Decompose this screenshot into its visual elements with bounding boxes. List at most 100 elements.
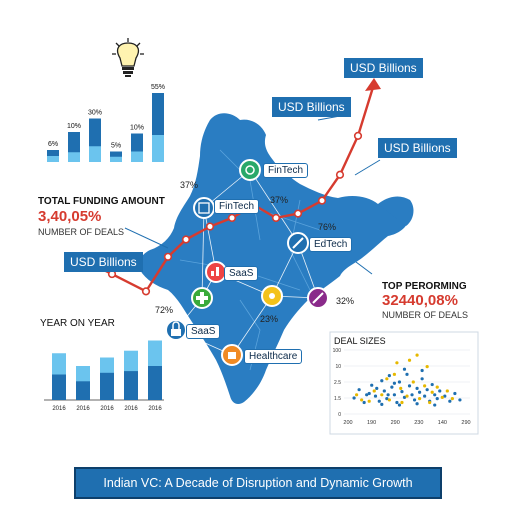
scatter-point (372, 389, 376, 393)
scatter-x-tick: 200 (343, 420, 352, 426)
scatter-x-tick: 190 (367, 420, 376, 426)
top-performing-value: 32440,08% (382, 292, 458, 309)
scatter-point (367, 399, 371, 403)
sector-label-fintech-mid: FinTech (214, 199, 260, 214)
wrench-icon (287, 232, 309, 254)
scatter-point (430, 390, 434, 394)
atom-icon (261, 285, 283, 307)
bar-yoy-dark (76, 381, 90, 400)
bar-top-light (131, 151, 143, 162)
scatter-frame (329, 331, 479, 435)
trend-point (227, 213, 237, 223)
scatter-point (435, 385, 439, 389)
sector-label-healthcare: Healthcare (244, 349, 303, 364)
trend-arrowhead (365, 78, 381, 91)
chart-yoy-title: YEAR ON YEAR (40, 318, 115, 329)
bar-top-light (68, 152, 80, 162)
scatter-point (382, 389, 386, 393)
scatter-point (402, 395, 407, 399)
bar-yoy-dark (52, 374, 66, 400)
bar-yoy-dark (148, 366, 162, 400)
trend-point (205, 222, 215, 231)
scatter-point (418, 390, 422, 394)
scatter-point (415, 402, 419, 406)
sector-label-saas-b: SaaS (186, 324, 221, 339)
chart-icon (205, 261, 227, 283)
scatter-point (392, 393, 396, 397)
scatter-point (355, 393, 359, 397)
scatter-point (352, 396, 356, 400)
pct-32: 32% (336, 296, 355, 306)
total-funding-title: TOTAL FUNDING AMOUNT (38, 196, 165, 207)
bar-top-value-label: 55% (151, 84, 165, 91)
trend-point (271, 213, 281, 223)
chart-top-bars: 6% 10% 30% 5% 10% 55% (47, 84, 165, 162)
sector-label-saas-a: SaaS (224, 266, 259, 281)
scatter-point (420, 377, 424, 381)
pct-37-left: 37% (180, 180, 199, 190)
scatter-point (405, 394, 409, 398)
scatter-y-tick: 1.5 (334, 396, 341, 402)
finance-icon (193, 197, 215, 219)
scatter-point (445, 389, 449, 393)
scatter-x-tick: 140 (438, 420, 447, 426)
scatter-point (458, 398, 462, 402)
scatter-point (386, 393, 390, 397)
scatter-point (395, 400, 399, 405)
link-icon (307, 287, 329, 309)
bar-yoy-dark (124, 371, 138, 400)
northeast-region (378, 196, 414, 226)
scatter-point (450, 397, 454, 401)
scatter-point (433, 403, 437, 407)
scatter-point (402, 367, 407, 371)
scatter-point (392, 381, 396, 385)
bar-yoy-tick-label: 2016 (52, 406, 66, 412)
scatter-point (423, 394, 427, 398)
scatter-point (425, 388, 429, 392)
bar-top-value-label: 6% (48, 141, 58, 148)
scatter-point (423, 384, 427, 388)
trend-point (163, 252, 173, 261)
bar-top-light (47, 156, 59, 162)
usd-billions-callout-mid: USD Billions (272, 97, 351, 117)
gear-icon (239, 159, 261, 181)
map-connector (201, 207, 205, 299)
scatter-point (433, 393, 437, 397)
bar-top-value-label: 30% (88, 110, 102, 117)
scatter-point (412, 398, 417, 402)
scatter-point (400, 400, 404, 405)
footer-title-banner: Indian VC: A Decade of Disruption and Dy… (74, 467, 442, 499)
scatter-point (380, 379, 384, 383)
scatter-point (387, 374, 391, 378)
trend-point (293, 209, 303, 218)
usd-billions-callout-top: USD Billions (344, 58, 423, 78)
scatter-y-tick: 10 (335, 364, 341, 370)
health-icon (191, 287, 213, 309)
scatter-title: DEAL SIZES (334, 336, 386, 346)
pct-76: 76% (318, 222, 337, 232)
scatter-point (418, 397, 422, 401)
scatter-point (415, 353, 419, 357)
bar-yoy-tick-label: 2016 (124, 406, 138, 412)
scatter-point (360, 398, 364, 402)
map-connector (231, 295, 273, 356)
bar-yoy-dark (100, 372, 114, 400)
scatter-point (440, 395, 444, 399)
scatter-point (392, 372, 396, 376)
scatter-point (380, 402, 384, 406)
bar-top-value-label: 10% (67, 123, 81, 130)
scatter-point (367, 391, 371, 396)
scatter-point (410, 393, 414, 397)
scatter-point (377, 399, 381, 403)
scatter-point (357, 388, 361, 392)
scatter-x-tick: 230 (414, 420, 423, 426)
chart-yoy-bars: YEAR ON YEAR 2016 2016 2016 2016 2016 (40, 318, 164, 412)
scatter-point (362, 400, 366, 405)
scatter-point (425, 365, 429, 369)
footer-title: Indian VC: A Decade of Disruption and Dy… (103, 476, 413, 490)
bar-top-value-label: 10% (130, 125, 144, 132)
scatter-point (407, 384, 412, 388)
pct-23: 23% (260, 314, 279, 324)
scatter-point (397, 403, 402, 407)
